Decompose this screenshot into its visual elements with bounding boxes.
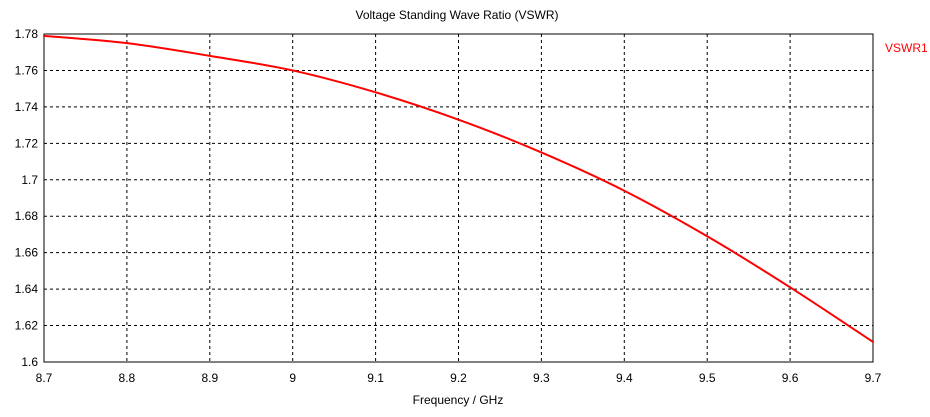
x-tick-label: 9.7: [865, 371, 882, 385]
x-tick-label: 9.2: [450, 371, 467, 385]
x-tick-label: 8.9: [201, 371, 218, 385]
y-tick-label: 1.64: [15, 282, 39, 296]
legend: VSWR1: [885, 41, 928, 55]
y-tick-label: 1.68: [15, 209, 39, 223]
x-tick-label: 9.6: [782, 371, 799, 385]
y-tick-label: 1.7: [21, 173, 38, 187]
y-tick-label: 1.78: [15, 27, 39, 41]
x-tick-label: 9: [289, 371, 296, 385]
series-layer: [43, 34, 874, 343]
y-tick-label: 1.74: [15, 100, 39, 114]
x-tick-label: 9.3: [533, 371, 550, 385]
axis-ticks: 8.7 8.8 8.9 9 9.1 9.2 9.3 9.4 9.5 9.6 9.7 1.78 1.76 1…: [15, 27, 882, 385]
y-tick-label: 1.62: [15, 319, 39, 333]
x-tick-label: 9.5: [699, 371, 716, 385]
x-axis-label: Frequency / GHz: [413, 393, 504, 407]
series-line-vswr1: [43, 34, 874, 343]
legend-entry: VSWR1: [885, 41, 928, 55]
plot-area-frame: [43, 33, 874, 363]
y-tick-label: 1.6: [21, 355, 38, 369]
x-tick-label: 9.4: [616, 371, 633, 385]
grid-lines: [44, 34, 873, 362]
x-tick-label: 8.8: [119, 371, 136, 385]
x-tick-label: 8.7: [36, 371, 53, 385]
y-tick-label: 1.76: [15, 63, 39, 77]
chart-title: Voltage Standing Wave Ratio (VSWR): [356, 8, 559, 22]
y-tick-label: 1.72: [15, 136, 39, 150]
y-tick-label: 1.66: [15, 246, 39, 260]
x-tick-label: 9.1: [367, 371, 384, 385]
